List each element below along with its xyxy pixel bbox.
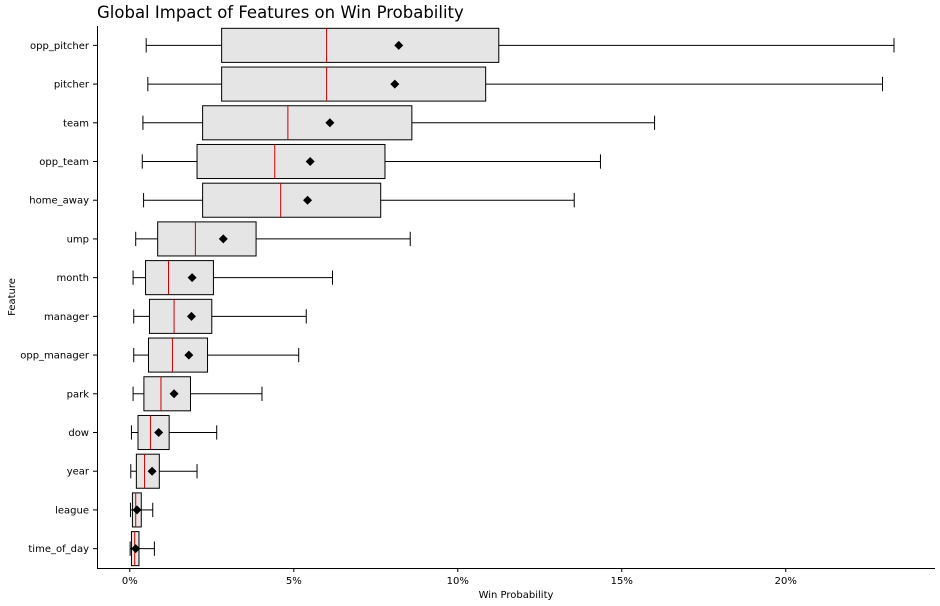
y-tick-label-opp_manager: opp_manager	[20, 351, 90, 362]
mean-marker	[325, 118, 335, 128]
iqr-box	[221, 66, 487, 102]
x-tick-label: 5%	[286, 576, 302, 587]
chart-title: Global Impact of Features on Win Probabi…	[97, 3, 464, 22]
mean-marker	[394, 40, 404, 50]
iqr-box	[202, 182, 382, 218]
mean-marker	[154, 428, 164, 437]
box-home_away	[143, 182, 575, 218]
mean-marker	[390, 79, 400, 89]
y-tick-label-park: park	[67, 389, 90, 400]
mean-marker	[147, 466, 157, 476]
box-opp_manager	[133, 337, 300, 373]
x-tick-label: 0%	[122, 576, 138, 587]
x-tick-label: 10%	[447, 576, 469, 587]
iqr-box	[137, 414, 170, 451]
y-tick-label-year: year	[67, 467, 90, 478]
mean-marker	[187, 273, 197, 283]
iqr-box	[157, 221, 257, 257]
box-time_of_day	[129, 531, 155, 567]
y-tick-label-league: league	[55, 505, 89, 516]
iqr-box	[143, 376, 191, 412]
mean-marker	[186, 311, 196, 321]
plot-area	[129, 27, 895, 567]
mean-marker	[305, 157, 315, 166]
mean-marker	[131, 544, 141, 554]
y-tick-label-ump: ump	[67, 234, 89, 245]
iqr-box	[221, 27, 500, 63]
x-axis-ticks: 0% 5% 10% 15% 20%	[122, 568, 797, 587]
iqr-box	[202, 105, 413, 141]
box-pitcher	[147, 66, 884, 102]
y-axis-label: Feature	[7, 278, 18, 316]
box-opp_team	[141, 143, 601, 180]
y-tick-label-month: month	[57, 273, 89, 284]
iqr-box	[148, 298, 213, 334]
x-tick-label: 20%	[775, 576, 797, 587]
y-tick-label-manager: manager	[44, 312, 90, 323]
mean-marker	[184, 350, 194, 360]
y-tick-label-pitcher: pitcher	[54, 80, 90, 91]
box-park	[132, 376, 263, 412]
box-dow	[130, 414, 218, 451]
box-ump	[135, 221, 411, 257]
box-manager	[133, 298, 307, 334]
box-month	[132, 260, 333, 296]
box-team	[142, 105, 656, 141]
mean-marker	[132, 505, 142, 515]
y-tick-label-opp_pitcher: opp_pitcher	[30, 41, 90, 52]
mean-marker	[303, 195, 313, 205]
mean-marker	[169, 389, 179, 399]
box-year	[130, 453, 198, 489]
iqr-box	[196, 143, 386, 180]
x-tick-label: 15%	[611, 576, 633, 587]
y-tick-label-dow: dow	[68, 428, 89, 439]
y-tick-label-opp_team: opp_team	[39, 157, 89, 168]
y-tick-label-team: team	[63, 118, 89, 129]
iqr-box	[145, 260, 214, 296]
box-league	[129, 492, 154, 528]
y-tick-label-home_away: home_away	[29, 196, 89, 207]
x-axis-label: Win Probability	[479, 590, 554, 601]
box-opp_pitcher	[145, 27, 895, 63]
iqr-box	[147, 337, 209, 373]
y-tick-label-time_of_day: time_of_day	[28, 544, 89, 555]
mean-marker	[218, 234, 228, 244]
